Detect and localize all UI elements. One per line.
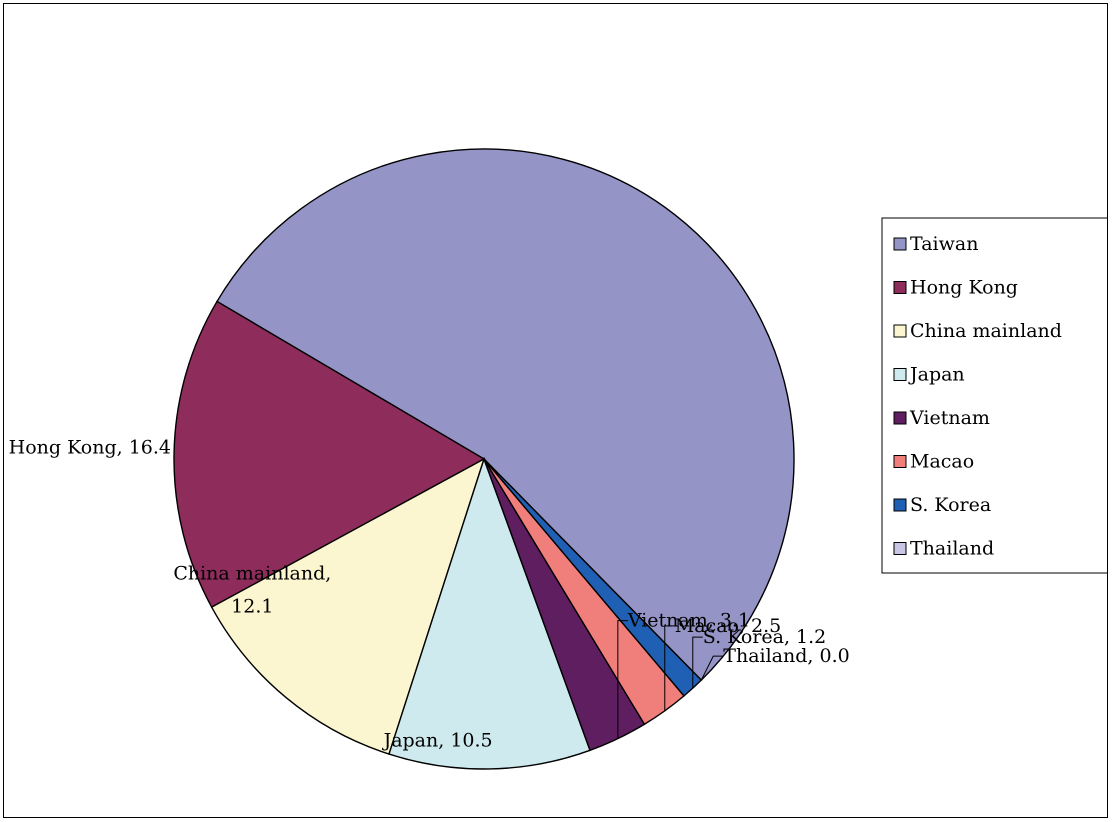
legend-label-thailand: Thailand bbox=[910, 538, 994, 560]
leader-line-vietnam bbox=[617, 620, 628, 739]
legend-label-japan: Japan bbox=[908, 364, 965, 386]
data-label-china-mainland: China mainland, 12.1 bbox=[173, 563, 331, 618]
legend-label-macao: Macao bbox=[910, 451, 974, 473]
data-label-thailand: Thailand, 0.0 bbox=[723, 645, 849, 667]
legend-swatch-macao bbox=[893, 455, 907, 468]
legend-label-vietnam: Vietnam bbox=[909, 407, 990, 429]
slices-layer bbox=[173, 148, 795, 770]
legend: Taiwan Hong Kong China mainland Japan Vietna… bbox=[881, 217, 1109, 574]
legend-swatch-vietnam bbox=[893, 411, 907, 425]
legend-label-hong-kong: Hong Kong bbox=[910, 277, 1018, 299]
data-label-macao: Macao, 2.5 bbox=[675, 615, 782, 637]
data-label-hong-kong: Hong Kong, 16.4 bbox=[9, 437, 171, 459]
leader-line-thailand bbox=[700, 655, 724, 681]
legend-swatch-taiwan bbox=[893, 237, 907, 251]
legend-swatch-s-korea bbox=[893, 498, 907, 512]
slice-japan bbox=[388, 456, 591, 770]
legend-swatch-japan bbox=[893, 368, 907, 381]
legend-swatch-thailand bbox=[893, 542, 907, 555]
legend-swatch-hong-kong bbox=[893, 281, 907, 294]
slice-hong-kong bbox=[173, 300, 486, 609]
data-label-s-korea: S. Korea, 1.2 bbox=[703, 626, 827, 648]
slice-s-korea bbox=[483, 458, 703, 697]
slice-china-mainland bbox=[210, 457, 486, 755]
legend-swatch-china-mainland bbox=[893, 324, 907, 338]
data-label-vietnam: Vietnam, 3.1 bbox=[627, 610, 750, 632]
data-label-japan: Japan, 10.5 bbox=[382, 729, 493, 751]
leader-line-s-korea bbox=[692, 636, 703, 689]
legend-box bbox=[881, 217, 1109, 574]
legend-label-china-mainland: China mainland bbox=[910, 320, 1062, 342]
legend-label-taiwan: Taiwan bbox=[910, 233, 978, 255]
leader-line-macao bbox=[664, 625, 675, 711]
legend-label-s-korea: S. Korea bbox=[910, 494, 991, 516]
slice-taiwan bbox=[216, 148, 795, 682]
leader-lines-layer bbox=[617, 620, 724, 739]
